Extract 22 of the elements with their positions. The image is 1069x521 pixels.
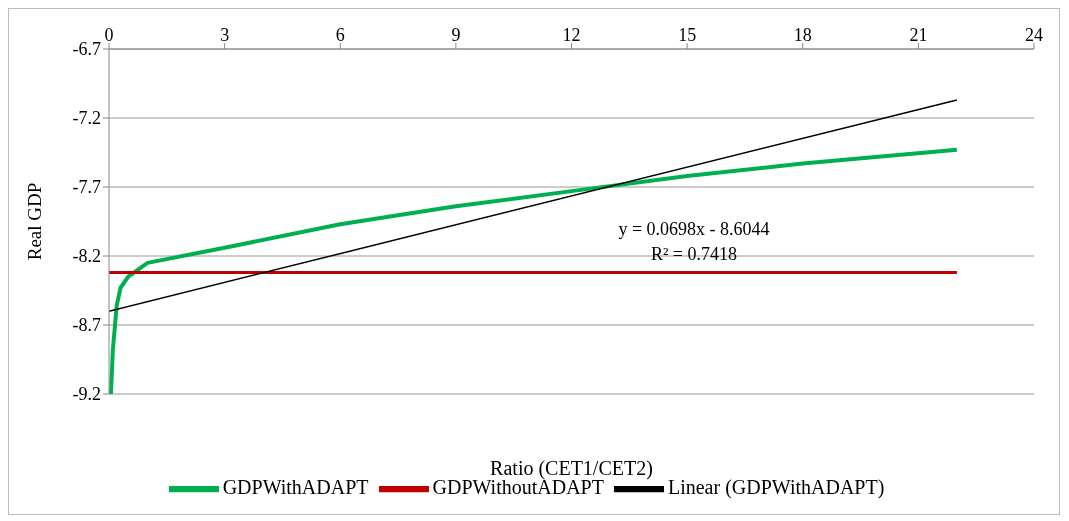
x-tick-label: 12 [562,25,581,45]
annotation: R² = 0.7418 [649,244,739,265]
line-series [109,147,959,394]
x-tick-label: 3 [220,25,230,45]
y-tick-label: -8.2 [72,246,101,267]
x-tick-label: 6 [335,25,345,45]
y-tick-label: -7.2 [72,108,101,129]
annotation: y = 0.0698x - 8.6044 [617,219,771,240]
x-tick-label: 9 [451,25,461,45]
x-tick-label: 18 [793,25,812,45]
x-tick-label: 24 [1025,25,1043,45]
x-axis-title: Ratio (CET1/CET2) [490,457,653,479]
y-tick-label: -8.7 [72,315,101,336]
x-tick-label: 15 [678,25,697,45]
x-tick-label: 0 [104,25,114,45]
y-tick-label: -6.7 [72,39,101,60]
y-axis-title: Real GDP [23,182,45,261]
legend-label: Linear (GDPWithADAPT) [667,475,885,498]
y-tick-label: -7.7 [72,177,101,198]
y-tick-label: -9.2 [72,384,101,405]
x-tick-label: 21 [909,25,928,45]
legend-label: GDPWithADAPT [222,475,369,498]
